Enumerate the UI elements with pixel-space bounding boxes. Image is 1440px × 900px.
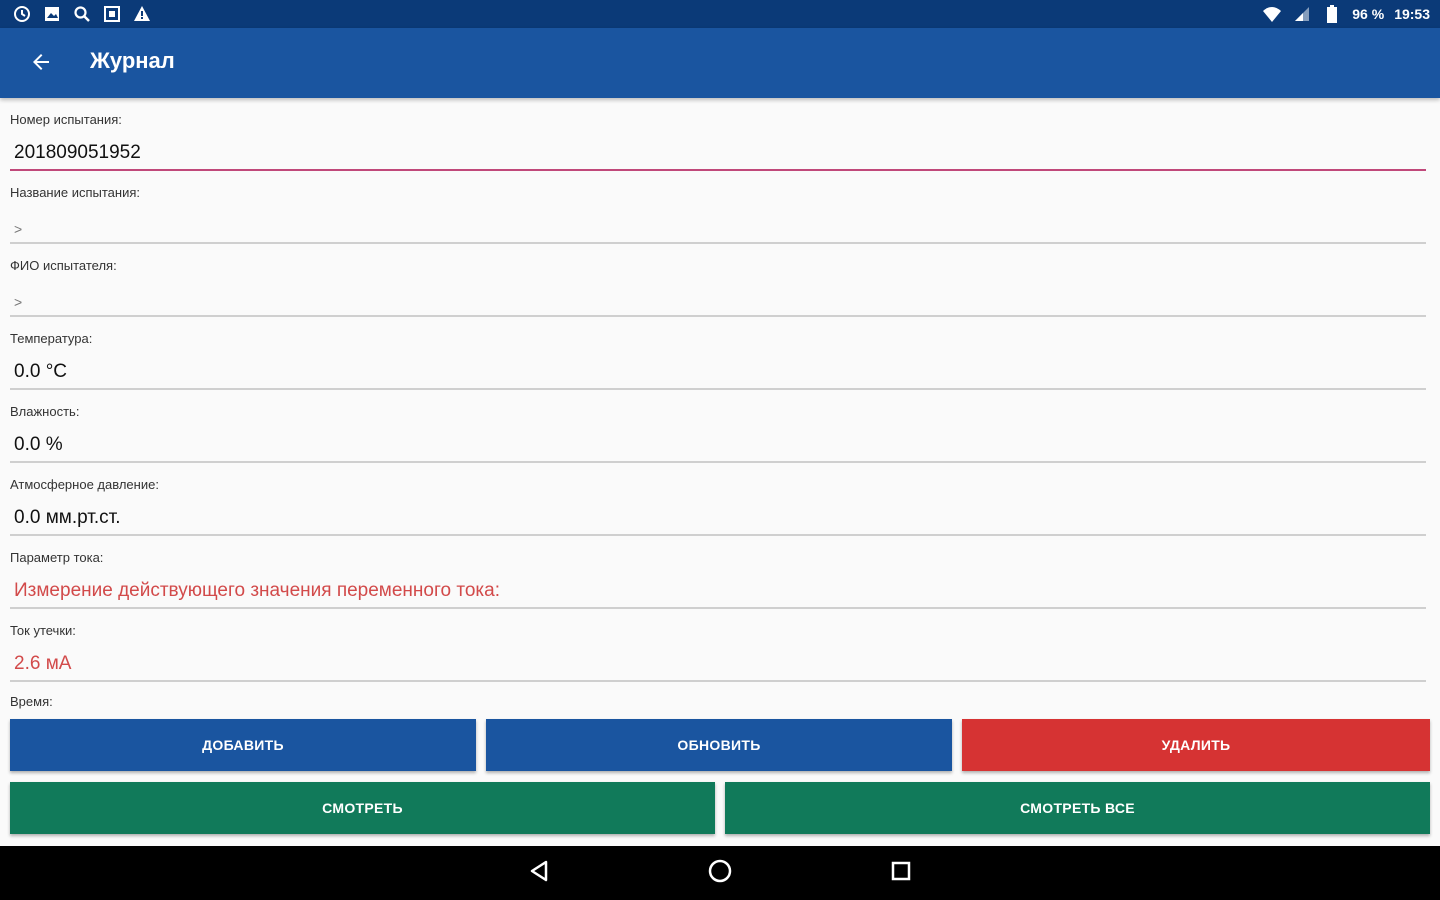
field-test-number[interactable]: Номер испытания: 201809051952: [10, 98, 1426, 171]
status-bar: 96 % 19:53: [0, 0, 1440, 28]
field-label: Температура:: [10, 331, 93, 346]
field-underline: [10, 169, 1426, 171]
leakage-current-input[interactable]: 2.6 мА: [14, 653, 72, 674]
field-label: Номер испытания:: [10, 112, 122, 127]
field-underline: [10, 461, 1426, 463]
battery-percent: 96 %: [1352, 6, 1385, 22]
delete-button[interactable]: УДАЛИТЬ: [962, 719, 1430, 771]
field-underline: [10, 315, 1426, 317]
field-label: Влажность:: [10, 404, 80, 419]
field-underline: [10, 680, 1426, 682]
recents-square-icon: [889, 859, 913, 888]
field-underline: [10, 242, 1426, 244]
view-button[interactable]: СМОТРЕТЬ: [10, 782, 715, 834]
current-parameter-input[interactable]: Измерение действующего значения переменн…: [14, 580, 500, 601]
screenshot-icon: [102, 4, 122, 24]
back-button[interactable]: [22, 45, 60, 83]
field-temperature[interactable]: Температура: 0.0 °C: [10, 317, 1426, 390]
wifi-icon: [1262, 4, 1282, 24]
pressure-input[interactable]: 0.0 мм.рт.ст.: [14, 507, 121, 528]
field-label: Параметр тока:: [10, 550, 104, 565]
test-number-input[interactable]: 201809051952: [14, 142, 141, 163]
field-current-parameter[interactable]: Параметр тока: Измерение действующего зн…: [10, 536, 1426, 609]
clock: 19:53: [1394, 6, 1430, 22]
page-title: Журнал: [90, 48, 175, 73]
add-button[interactable]: ДОБАВИТЬ: [10, 719, 476, 771]
signal-icon: [1292, 4, 1312, 24]
view-all-button[interactable]: СМОТРЕТЬ ВСЕ: [725, 782, 1430, 834]
tester-name-input[interactable]: >: [14, 294, 23, 310]
field-label: Название испытания:: [10, 185, 140, 200]
field-leakage-current[interactable]: Ток утечки: 2.6 мА: [10, 609, 1426, 682]
temperature-input[interactable]: 0.0 °C: [14, 361, 68, 382]
back-triangle-icon: [528, 859, 550, 888]
system-nav-bar: [0, 846, 1440, 900]
field-underline: [10, 607, 1426, 609]
battery-icon: [1322, 4, 1342, 24]
field-label: ФИО испытателя:: [10, 258, 117, 273]
arrow-left-icon: [29, 50, 53, 79]
app-bar: Журнал: [0, 28, 1440, 98]
field-test-name[interactable]: Название испытания: >: [10, 171, 1426, 244]
search-icon: [72, 4, 92, 24]
home-circle-icon: [707, 858, 733, 889]
warning-icon: [132, 4, 152, 24]
nav-back-button[interactable]: [524, 858, 554, 888]
journal-form: Номер испытания: 201809051952 Название и…: [0, 98, 1440, 716]
field-label: Ток утечки:: [10, 623, 76, 638]
time-label: Время:: [10, 694, 53, 709]
field-underline: [10, 388, 1426, 390]
field-underline: [10, 534, 1426, 536]
alarm-icon: [12, 4, 32, 24]
field-tester-name[interactable]: ФИО испытателя: >: [10, 244, 1426, 317]
status-icons-left: [12, 4, 152, 24]
field-pressure[interactable]: Атмосферное давление: 0.0 мм.рт.ст.: [10, 463, 1426, 536]
nav-home-button[interactable]: [705, 858, 735, 888]
humidity-input[interactable]: 0.0 %: [14, 434, 63, 455]
field-label: Атмосферное давление:: [10, 477, 159, 492]
image-icon: [42, 4, 62, 24]
update-button[interactable]: ОБНОВИТЬ: [486, 719, 952, 771]
status-icons-right: 96 % 19:53: [1262, 4, 1430, 24]
test-name-input[interactable]: >: [14, 221, 23, 237]
nav-recents-button[interactable]: [886, 858, 916, 888]
field-humidity[interactable]: Влажность: 0.0 %: [10, 390, 1426, 463]
